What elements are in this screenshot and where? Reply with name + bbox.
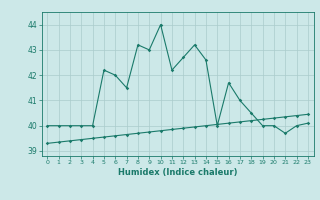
X-axis label: Humidex (Indice chaleur): Humidex (Indice chaleur) (118, 168, 237, 177)
